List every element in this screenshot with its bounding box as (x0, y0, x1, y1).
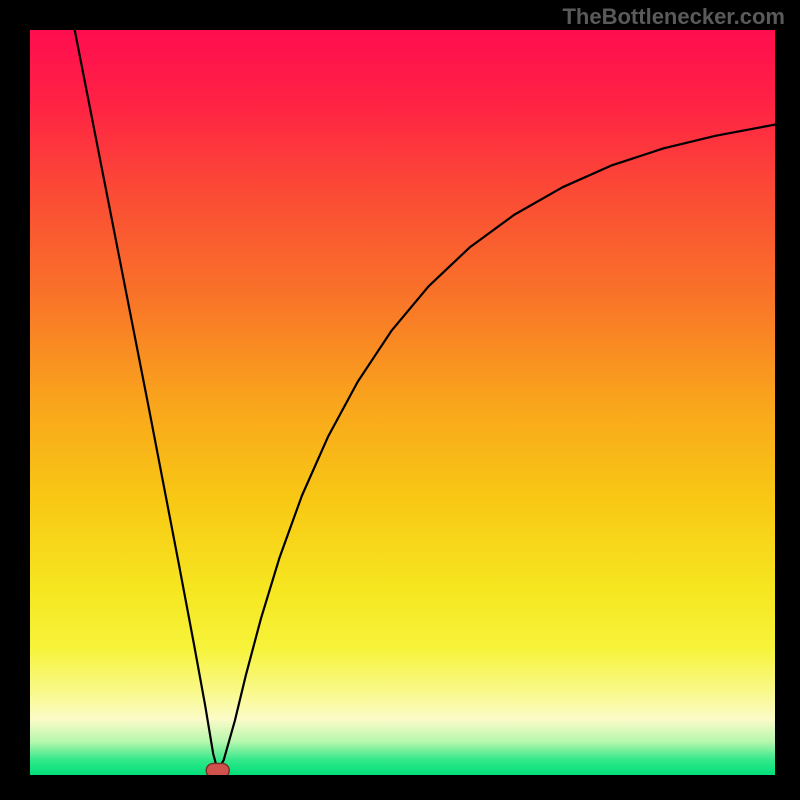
canvas-root: TheBottlenecker.com (0, 0, 800, 800)
plot-svg (30, 30, 775, 775)
curve-minimum-marker (206, 763, 229, 775)
watermark-text: TheBottlenecker.com (562, 4, 785, 30)
plot-area (30, 30, 775, 775)
plot-background (30, 30, 775, 775)
